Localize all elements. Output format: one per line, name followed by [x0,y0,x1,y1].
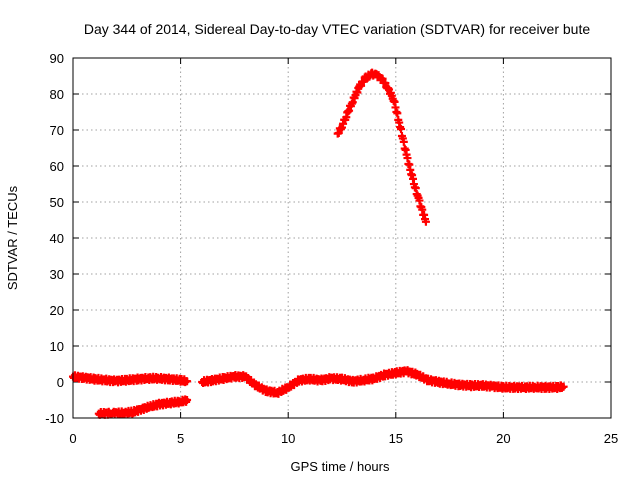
y-tick-label: 10 [50,339,64,354]
x-tick-label: 20 [496,431,510,446]
y-tick-label: -10 [45,411,64,426]
series-segment-low [94,395,192,419]
x-axis-label: GPS time / hours [291,459,390,474]
y-tick-label: 0 [57,375,64,390]
y-axis-ticks: -10 0 10 20 30 40 50 60 70 80 90 [45,51,611,426]
x-tick-label: 0 [69,431,76,446]
series-segment-mid [198,366,568,398]
x-tick-label: 25 [604,431,618,446]
x-tick-label: 5 [177,431,184,446]
y-tick-label: 70 [50,123,64,138]
y-axis-label: SDTVAR / TECUs [5,185,20,290]
y-tick-label: 80 [50,87,64,102]
data-points [69,68,568,419]
data-point [397,124,406,133]
plot-frame [72,57,612,419]
y-tick-label: 30 [50,267,64,282]
y-tick-label: 60 [50,159,64,174]
x-axis-ticks: 0 5 10 15 20 25 [69,58,618,446]
x-tick-label: 10 [281,431,295,446]
y-tick-label: 40 [50,231,64,246]
y-tick-label: 50 [50,195,64,210]
series-segment-main [69,371,192,387]
chart-title: Day 344 of 2014, Sidereal Day-to-day VTE… [84,21,591,37]
data-point [183,396,192,404]
y-tick-label: 20 [50,303,64,318]
data-point [559,382,568,391]
x-tick-label: 15 [389,431,403,446]
grid [73,58,611,418]
data-point [421,217,430,226]
data-point [399,137,408,146]
y-tick-label: 90 [50,51,64,66]
data-point [183,377,192,386]
series-segment-peak [333,68,430,226]
